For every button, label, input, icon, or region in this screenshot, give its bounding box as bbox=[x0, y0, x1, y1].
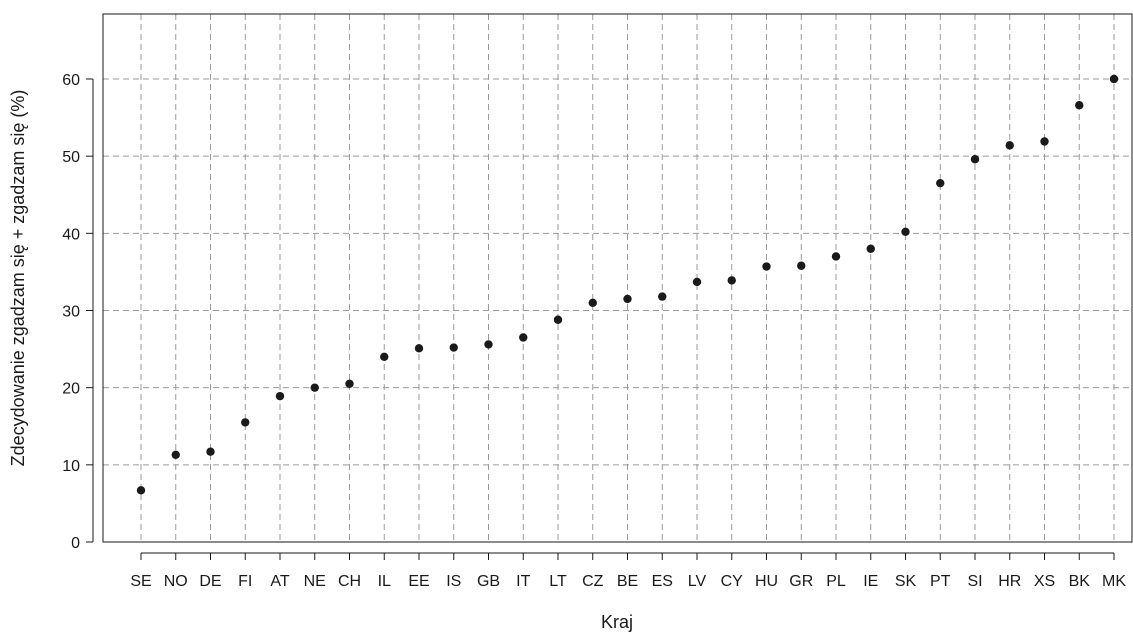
data-point-bk bbox=[1075, 101, 1084, 110]
x-tick-label-ee: EE bbox=[408, 573, 429, 590]
x-tick-label-it: IT bbox=[516, 573, 530, 590]
x-tick-label-lv: LV bbox=[688, 573, 707, 590]
data-point-hr bbox=[1005, 141, 1014, 150]
data-point-hu bbox=[762, 262, 771, 271]
data-point-lv bbox=[692, 277, 702, 287]
data-point-sk bbox=[901, 227, 910, 236]
data-point-cy bbox=[727, 276, 736, 285]
points-layer bbox=[136, 74, 1119, 495]
x-tick-label-mk: MK bbox=[1102, 573, 1126, 590]
x-tick-label-hu: HU bbox=[755, 573, 778, 590]
axis-layer: 0 10 20 30 40 50 60 SE NO DE FI AT NE CH IL EE IS GB IT LT C… bbox=[62, 72, 1126, 590]
x-tick-label-bk: BK bbox=[1069, 573, 1091, 590]
data-point-il bbox=[380, 352, 389, 361]
x-tick-label-cy: CY bbox=[721, 573, 744, 590]
x-tick-label-es: ES bbox=[652, 573, 673, 590]
y-tick-label: 50 bbox=[62, 149, 80, 166]
x-tick-label-pl: PL bbox=[826, 573, 846, 590]
data-point-gr bbox=[797, 261, 806, 270]
x-tick-label-hr: HR bbox=[998, 573, 1021, 590]
data-point-is bbox=[449, 343, 458, 352]
x-tick-label-il: IL bbox=[378, 573, 391, 590]
data-point-ee bbox=[414, 344, 424, 353]
x-axis-title: Kraj bbox=[601, 612, 633, 632]
y-tick-label: 20 bbox=[62, 381, 80, 398]
data-point-mk bbox=[1109, 74, 1119, 84]
data-point-cz bbox=[588, 298, 597, 307]
data-point-xs bbox=[1040, 137, 1049, 146]
x-tick-label-gr: GR bbox=[789, 573, 813, 590]
y-tick-label: 60 bbox=[62, 72, 80, 89]
y-tick-label: 0 bbox=[71, 535, 80, 552]
x-tick-label-sk: SK bbox=[895, 573, 917, 590]
data-point-be bbox=[623, 294, 632, 304]
x-tick-label-ne: NE bbox=[304, 573, 326, 590]
x-tick-label-gb: GB bbox=[477, 573, 500, 590]
data-point-pl bbox=[831, 252, 841, 261]
x-tick-label-xs: XS bbox=[1034, 573, 1055, 590]
x-tick-label-de: DE bbox=[199, 573, 221, 590]
data-point-lt bbox=[553, 315, 563, 324]
data-point-pt bbox=[936, 178, 945, 188]
x-tick-label-lt: LT bbox=[549, 573, 567, 590]
data-point-de bbox=[206, 447, 215, 456]
plot-frame bbox=[102, 13, 1133, 543]
y-tick-label: 10 bbox=[62, 458, 80, 475]
grid-layer bbox=[103, 14, 1132, 542]
data-point-ne bbox=[310, 383, 319, 392]
data-point-gb bbox=[484, 340, 493, 349]
y-tick-label: 40 bbox=[62, 226, 80, 243]
x-tick-label-is: IS bbox=[446, 573, 461, 590]
data-point-no bbox=[171, 450, 180, 460]
data-point-es bbox=[658, 292, 667, 301]
x-tick-label-fi: FI bbox=[238, 573, 252, 590]
x-tick-label-ie: IE bbox=[863, 573, 878, 590]
x-tick-label-si: SI bbox=[967, 573, 982, 590]
data-point-it bbox=[519, 333, 528, 342]
x-tick-label-pt: PT bbox=[930, 573, 951, 590]
x-tick-label-cz: CZ bbox=[582, 573, 604, 590]
y-axis-title: Zdecydowanie zgadzam się + zgadzam się (… bbox=[8, 90, 28, 467]
data-point-se bbox=[136, 486, 146, 495]
data-point-at bbox=[275, 391, 285, 401]
x-tick-label-at: AT bbox=[270, 573, 289, 590]
x-tick-label-ch: CH bbox=[338, 573, 361, 590]
data-point-ie bbox=[866, 244, 875, 253]
y-tick-label: 30 bbox=[62, 304, 80, 321]
x-tick-label-se: SE bbox=[130, 573, 151, 590]
x-tick-label-no: NO bbox=[164, 573, 188, 590]
data-point-fi bbox=[241, 418, 250, 427]
data-point-si bbox=[970, 155, 980, 164]
x-tick-label-be: BE bbox=[617, 573, 638, 590]
data-point-ch bbox=[345, 379, 354, 389]
